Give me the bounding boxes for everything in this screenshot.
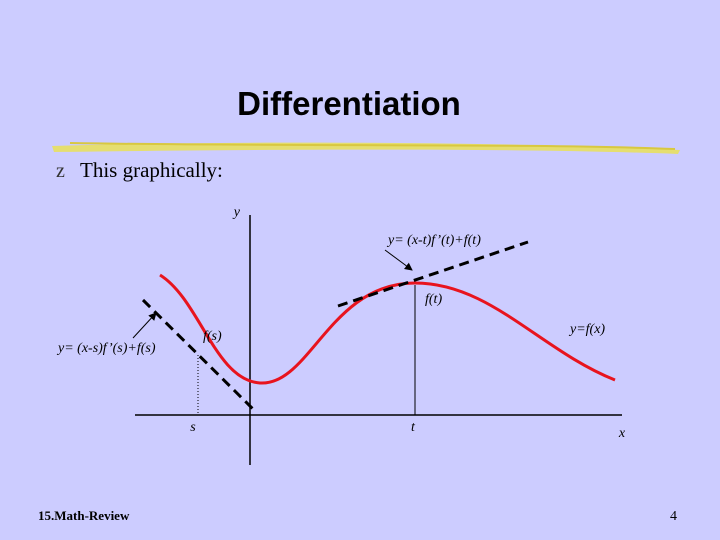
bullet-marker: z <box>56 160 65 182</box>
tangent-t <box>337 240 529 308</box>
ft-label: f(t) <box>425 292 442 307</box>
bullet-text: This graphically: <box>80 158 223 182</box>
y-axis-label: y <box>232 205 241 220</box>
title-underline-stroke <box>69 142 676 150</box>
slide-title: Differentiation <box>237 85 461 122</box>
tangent-t-label: y= (x-t)f’(t)+f(t) <box>386 233 481 248</box>
curve-label: y=f(x) <box>568 322 605 337</box>
footer-source: 15.Math-Review <box>38 508 130 523</box>
s-label: s <box>190 420 196 435</box>
page-number: 4 <box>670 509 677 524</box>
curve <box>159 273 616 385</box>
tangent-s-arrow <box>132 312 157 339</box>
fs-label: f(s) <box>203 329 222 344</box>
tangent-s-label: y= (x-s)f’(s)+f(s) <box>56 341 156 356</box>
x-axis-label: x <box>618 426 626 441</box>
tangent-t-arrow <box>384 249 413 271</box>
tangent-s <box>141 298 256 412</box>
t-label: t <box>411 420 416 435</box>
